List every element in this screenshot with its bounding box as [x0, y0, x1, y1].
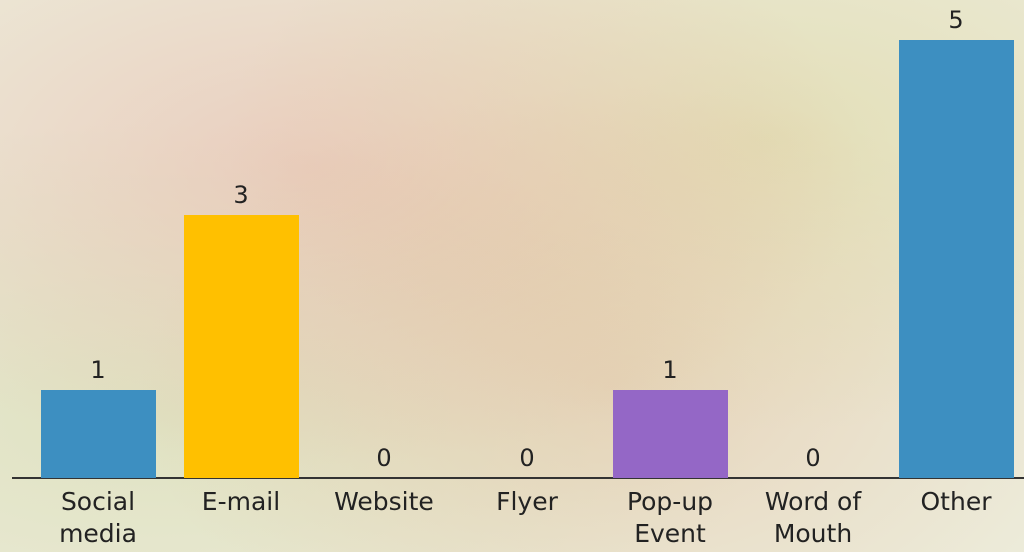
- x-tick-label: Word of Mouth: [764, 487, 862, 548]
- bar: [612, 390, 728, 478]
- value-label: 3: [233, 181, 249, 210]
- x-tick-label: Pop-up Event: [626, 487, 714, 548]
- value-label: 0: [805, 444, 821, 472]
- x-tick-label: Flyer: [496, 487, 558, 516]
- x-tick-label: Website: [334, 487, 434, 516]
- bar: [40, 390, 156, 478]
- value-label: 0: [519, 444, 535, 472]
- value-label: 1: [90, 356, 106, 385]
- x-tick-label: Other: [920, 487, 992, 516]
- x-axis-line: [12, 477, 1024, 479]
- bar: [183, 215, 299, 478]
- x-tick-label: Social media: [59, 487, 137, 548]
- value-label: 1: [662, 356, 678, 385]
- bar: [898, 40, 1014, 478]
- value-label: 0: [376, 444, 392, 472]
- value-label: 5: [948, 6, 964, 34]
- x-tick-label: E-mail: [201, 487, 281, 516]
